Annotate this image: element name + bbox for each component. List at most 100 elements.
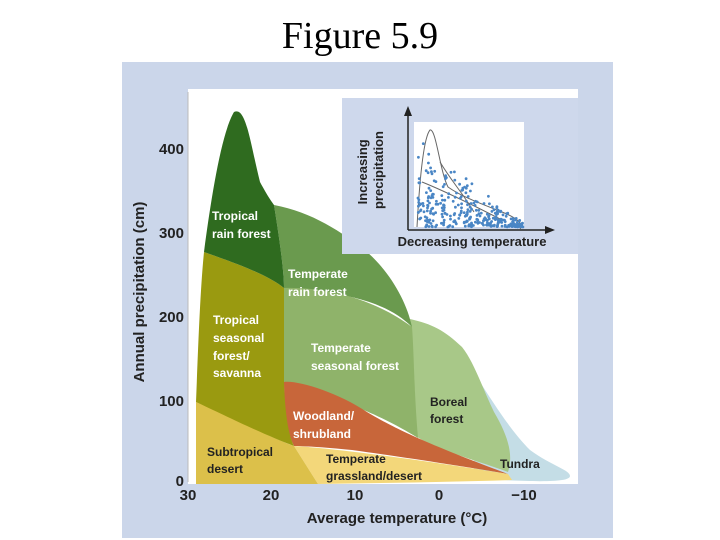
inset-point (455, 191, 458, 195)
inset-point (427, 161, 430, 165)
y-tick-0: 0 (176, 473, 184, 490)
inset-point (431, 219, 435, 223)
region-subtropical-desert (196, 402, 318, 484)
inset-point (481, 221, 484, 225)
inset-point (435, 199, 438, 203)
x-tick-0: 0 (435, 487, 443, 504)
inset-point (468, 205, 472, 209)
inset-point (428, 201, 431, 205)
inset-point (464, 199, 468, 203)
inset-point (418, 181, 422, 185)
inset-point (422, 210, 426, 214)
y-tick-200: 200 (159, 309, 184, 326)
biome-label-temperate-seasonal-forest: Temperate seasonal forest (311, 341, 399, 373)
x-tick-20: 20 (263, 487, 280, 504)
inset-point (434, 202, 438, 206)
figure-panel: 400 300 200 100 0 30 20 10 0 −10 Average… (122, 62, 613, 538)
x-axis-title: Average temperature (°C) (307, 510, 488, 527)
inset-point (478, 214, 482, 218)
inset-point (473, 204, 477, 207)
inset-point (421, 202, 425, 205)
inset-point (488, 202, 491, 206)
inset-point (496, 212, 499, 216)
inset-point (453, 219, 457, 223)
inset-point (491, 205, 494, 209)
inset-point (500, 224, 504, 228)
inset-point (489, 225, 493, 228)
inset-point (491, 216, 495, 220)
inset-point (422, 204, 425, 208)
inset-point (486, 221, 489, 225)
inset-point (508, 224, 512, 228)
inset-point (469, 189, 472, 193)
inset-point (442, 208, 446, 212)
inset-point (427, 186, 431, 190)
inset-point (462, 211, 466, 215)
inset-ylabel: Increasing precipitation (355, 131, 386, 209)
slide-title: Figure 5.9 (281, 15, 439, 57)
inset-point (431, 212, 435, 216)
inset-point (474, 199, 477, 203)
inset-point (501, 213, 505, 217)
inset-point (429, 166, 432, 170)
region-boreal-forest (410, 319, 511, 472)
biome-label-woodland-shrubland: Woodland/ shrubland (293, 409, 357, 441)
inset-point (496, 218, 500, 222)
inset-point (489, 221, 492, 225)
x-tick-10: 10 (347, 487, 364, 504)
inset-point (427, 152, 431, 156)
inset-point (463, 224, 467, 228)
inset-point (453, 195, 457, 199)
inset-point (424, 169, 428, 173)
inset-point (464, 177, 468, 181)
inset-point (514, 217, 518, 220)
inset-point (468, 210, 472, 213)
inset-point (423, 215, 427, 219)
inset-point (464, 186, 468, 190)
inset-point (494, 217, 498, 221)
inset-point (440, 206, 444, 210)
inset-y-arrow (404, 106, 412, 116)
inset-point (504, 214, 508, 218)
inset-point (482, 202, 486, 205)
inset-point (451, 225, 455, 229)
inset-point (474, 208, 478, 212)
inset-point (501, 218, 505, 222)
inset-point (417, 201, 421, 204)
inset-point (493, 211, 497, 215)
inset-point (433, 169, 437, 173)
region-temperate-rain-forest (274, 205, 412, 327)
inset-point (442, 203, 445, 207)
inset-point (441, 185, 445, 189)
region-woodland-shrubland (284, 381, 508, 474)
inset-point (443, 212, 447, 215)
inset-point (460, 206, 463, 210)
inset-point (518, 219, 521, 223)
inset-point (469, 202, 473, 205)
y-tick-100: 100 (159, 393, 184, 410)
inset-point (442, 218, 446, 222)
inset-point (426, 204, 430, 208)
inset-point (421, 142, 425, 145)
inset-point (495, 205, 499, 209)
biome-label-tropical-rain-forest: Tropical rain forest (212, 209, 271, 241)
inset-point (441, 215, 444, 219)
inset-point (490, 210, 494, 213)
inset-point (447, 192, 451, 196)
inset-point (447, 224, 451, 228)
inset-point (441, 198, 444, 202)
inset-point (425, 209, 429, 213)
inset-point (428, 218, 432, 222)
inset-point (456, 203, 460, 207)
inset-point (439, 201, 442, 205)
inset-point (417, 198, 421, 202)
biome-label-temperate-rain-forest: Temperate rain forest (288, 267, 351, 299)
inset-point (465, 219, 469, 223)
inset-point (449, 170, 453, 174)
inset-point (466, 210, 469, 214)
inset-point (449, 217, 452, 221)
biome-label-tropical-seasonal-forest: Tropical seasonal forest/ savanna (213, 313, 268, 380)
inset-point (426, 199, 430, 203)
inset-point (461, 186, 465, 190)
inset-point (419, 216, 423, 220)
